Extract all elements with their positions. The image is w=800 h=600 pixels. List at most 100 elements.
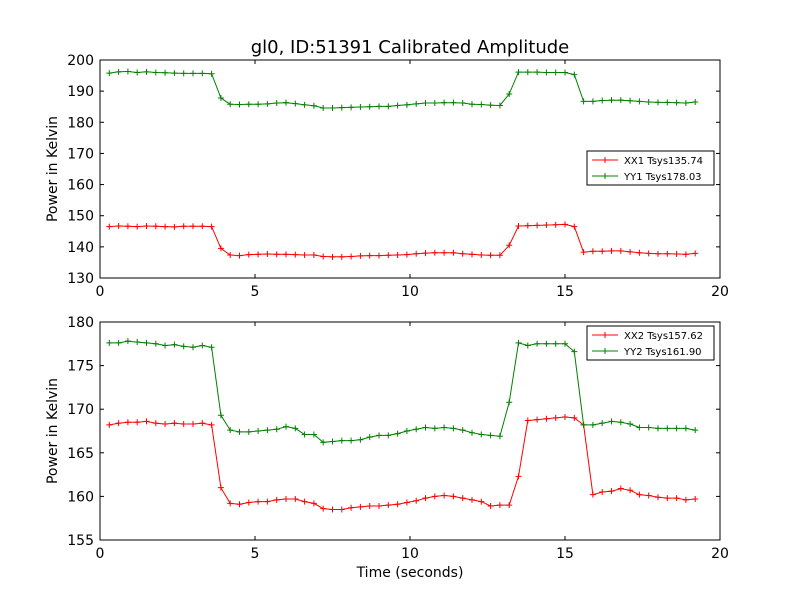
data-point bbox=[292, 425, 299, 432]
data-point bbox=[357, 436, 364, 443]
data-point bbox=[143, 222, 150, 229]
data-point bbox=[524, 342, 531, 349]
data-point bbox=[562, 221, 568, 228]
data-point bbox=[255, 251, 262, 258]
x-axis-label: Time (seconds) bbox=[356, 565, 464, 581]
data-point bbox=[199, 420, 206, 427]
x-tick-label: 20 bbox=[711, 546, 729, 562]
y-tick-label: 130 bbox=[67, 271, 94, 287]
data-point bbox=[134, 223, 141, 230]
data-point bbox=[478, 498, 485, 505]
data-point bbox=[673, 251, 680, 258]
data-point bbox=[124, 68, 131, 75]
data-point bbox=[534, 222, 541, 229]
data-point bbox=[329, 506, 336, 513]
data-point bbox=[552, 414, 559, 421]
data-point bbox=[245, 101, 252, 108]
data-point bbox=[459, 99, 466, 106]
data-point bbox=[190, 70, 196, 77]
y-tick-label: 180 bbox=[67, 115, 94, 131]
data-point bbox=[310, 102, 317, 109]
y-tick-label: 200 bbox=[67, 53, 94, 69]
data-point bbox=[673, 99, 680, 106]
data-point bbox=[450, 425, 457, 432]
data-point bbox=[292, 100, 299, 107]
data-point bbox=[376, 432, 382, 439]
data-point bbox=[115, 68, 122, 75]
data-point bbox=[562, 414, 568, 421]
data-point bbox=[115, 420, 122, 427]
x-tick-label: 10 bbox=[401, 546, 419, 562]
data-point bbox=[655, 425, 661, 432]
data-point bbox=[301, 431, 308, 438]
data-point bbox=[162, 421, 169, 428]
data-point bbox=[255, 101, 262, 108]
data-point bbox=[487, 252, 494, 259]
data-point bbox=[441, 99, 448, 106]
data-point bbox=[524, 417, 531, 424]
data-point bbox=[692, 496, 699, 503]
data-point bbox=[617, 419, 624, 426]
series-line bbox=[109, 340, 696, 443]
data-point bbox=[217, 412, 224, 419]
data-point bbox=[124, 223, 131, 230]
data-point bbox=[245, 428, 252, 435]
series-line bbox=[109, 223, 696, 258]
data-point bbox=[682, 99, 689, 106]
data-point bbox=[599, 248, 606, 255]
data-point bbox=[394, 430, 401, 437]
data-point bbox=[431, 249, 438, 256]
data-point bbox=[450, 249, 457, 256]
data-point bbox=[403, 251, 410, 258]
data-point bbox=[599, 489, 606, 496]
data-point bbox=[273, 426, 280, 433]
data-point bbox=[645, 492, 652, 499]
data-point bbox=[134, 339, 141, 346]
data-point bbox=[543, 222, 550, 229]
data-point bbox=[171, 70, 178, 77]
data-point bbox=[199, 223, 206, 230]
data-point bbox=[589, 491, 596, 498]
data-point bbox=[329, 253, 336, 260]
data-point bbox=[264, 100, 271, 107]
data-point bbox=[366, 103, 373, 110]
data-point bbox=[692, 250, 699, 257]
series-2 bbox=[106, 68, 699, 111]
data-point bbox=[469, 429, 475, 436]
data-point bbox=[301, 101, 308, 108]
data-point bbox=[617, 97, 624, 104]
series-line bbox=[109, 416, 696, 510]
data-point bbox=[143, 68, 150, 75]
data-point bbox=[152, 420, 159, 427]
data-point bbox=[143, 339, 150, 346]
data-point bbox=[283, 496, 289, 503]
data-point bbox=[190, 223, 196, 230]
data-point bbox=[617, 485, 624, 492]
data-point bbox=[134, 69, 141, 76]
data-point bbox=[357, 503, 364, 510]
x-tick-label: 20 bbox=[711, 284, 729, 300]
legend-label: YY1 Tsys178.03 bbox=[623, 172, 702, 183]
data-point bbox=[264, 251, 271, 258]
data-point bbox=[422, 495, 429, 502]
data-point bbox=[571, 348, 578, 355]
data-point bbox=[283, 251, 289, 258]
data-point bbox=[506, 90, 513, 97]
data-point bbox=[152, 340, 159, 347]
data-point bbox=[515, 222, 522, 229]
data-point bbox=[273, 251, 280, 258]
data-point bbox=[655, 494, 661, 501]
data-point bbox=[543, 340, 550, 347]
data-point bbox=[645, 424, 652, 431]
legend-label: YY2 Tsys161.90 bbox=[623, 347, 702, 358]
data-point bbox=[162, 342, 169, 349]
data-point bbox=[376, 502, 382, 509]
data-point bbox=[562, 69, 568, 76]
data-point bbox=[143, 418, 150, 425]
data-point bbox=[227, 427, 234, 434]
data-point bbox=[385, 432, 392, 439]
data-point bbox=[478, 251, 485, 258]
data-point bbox=[655, 99, 661, 106]
data-point bbox=[645, 99, 652, 106]
